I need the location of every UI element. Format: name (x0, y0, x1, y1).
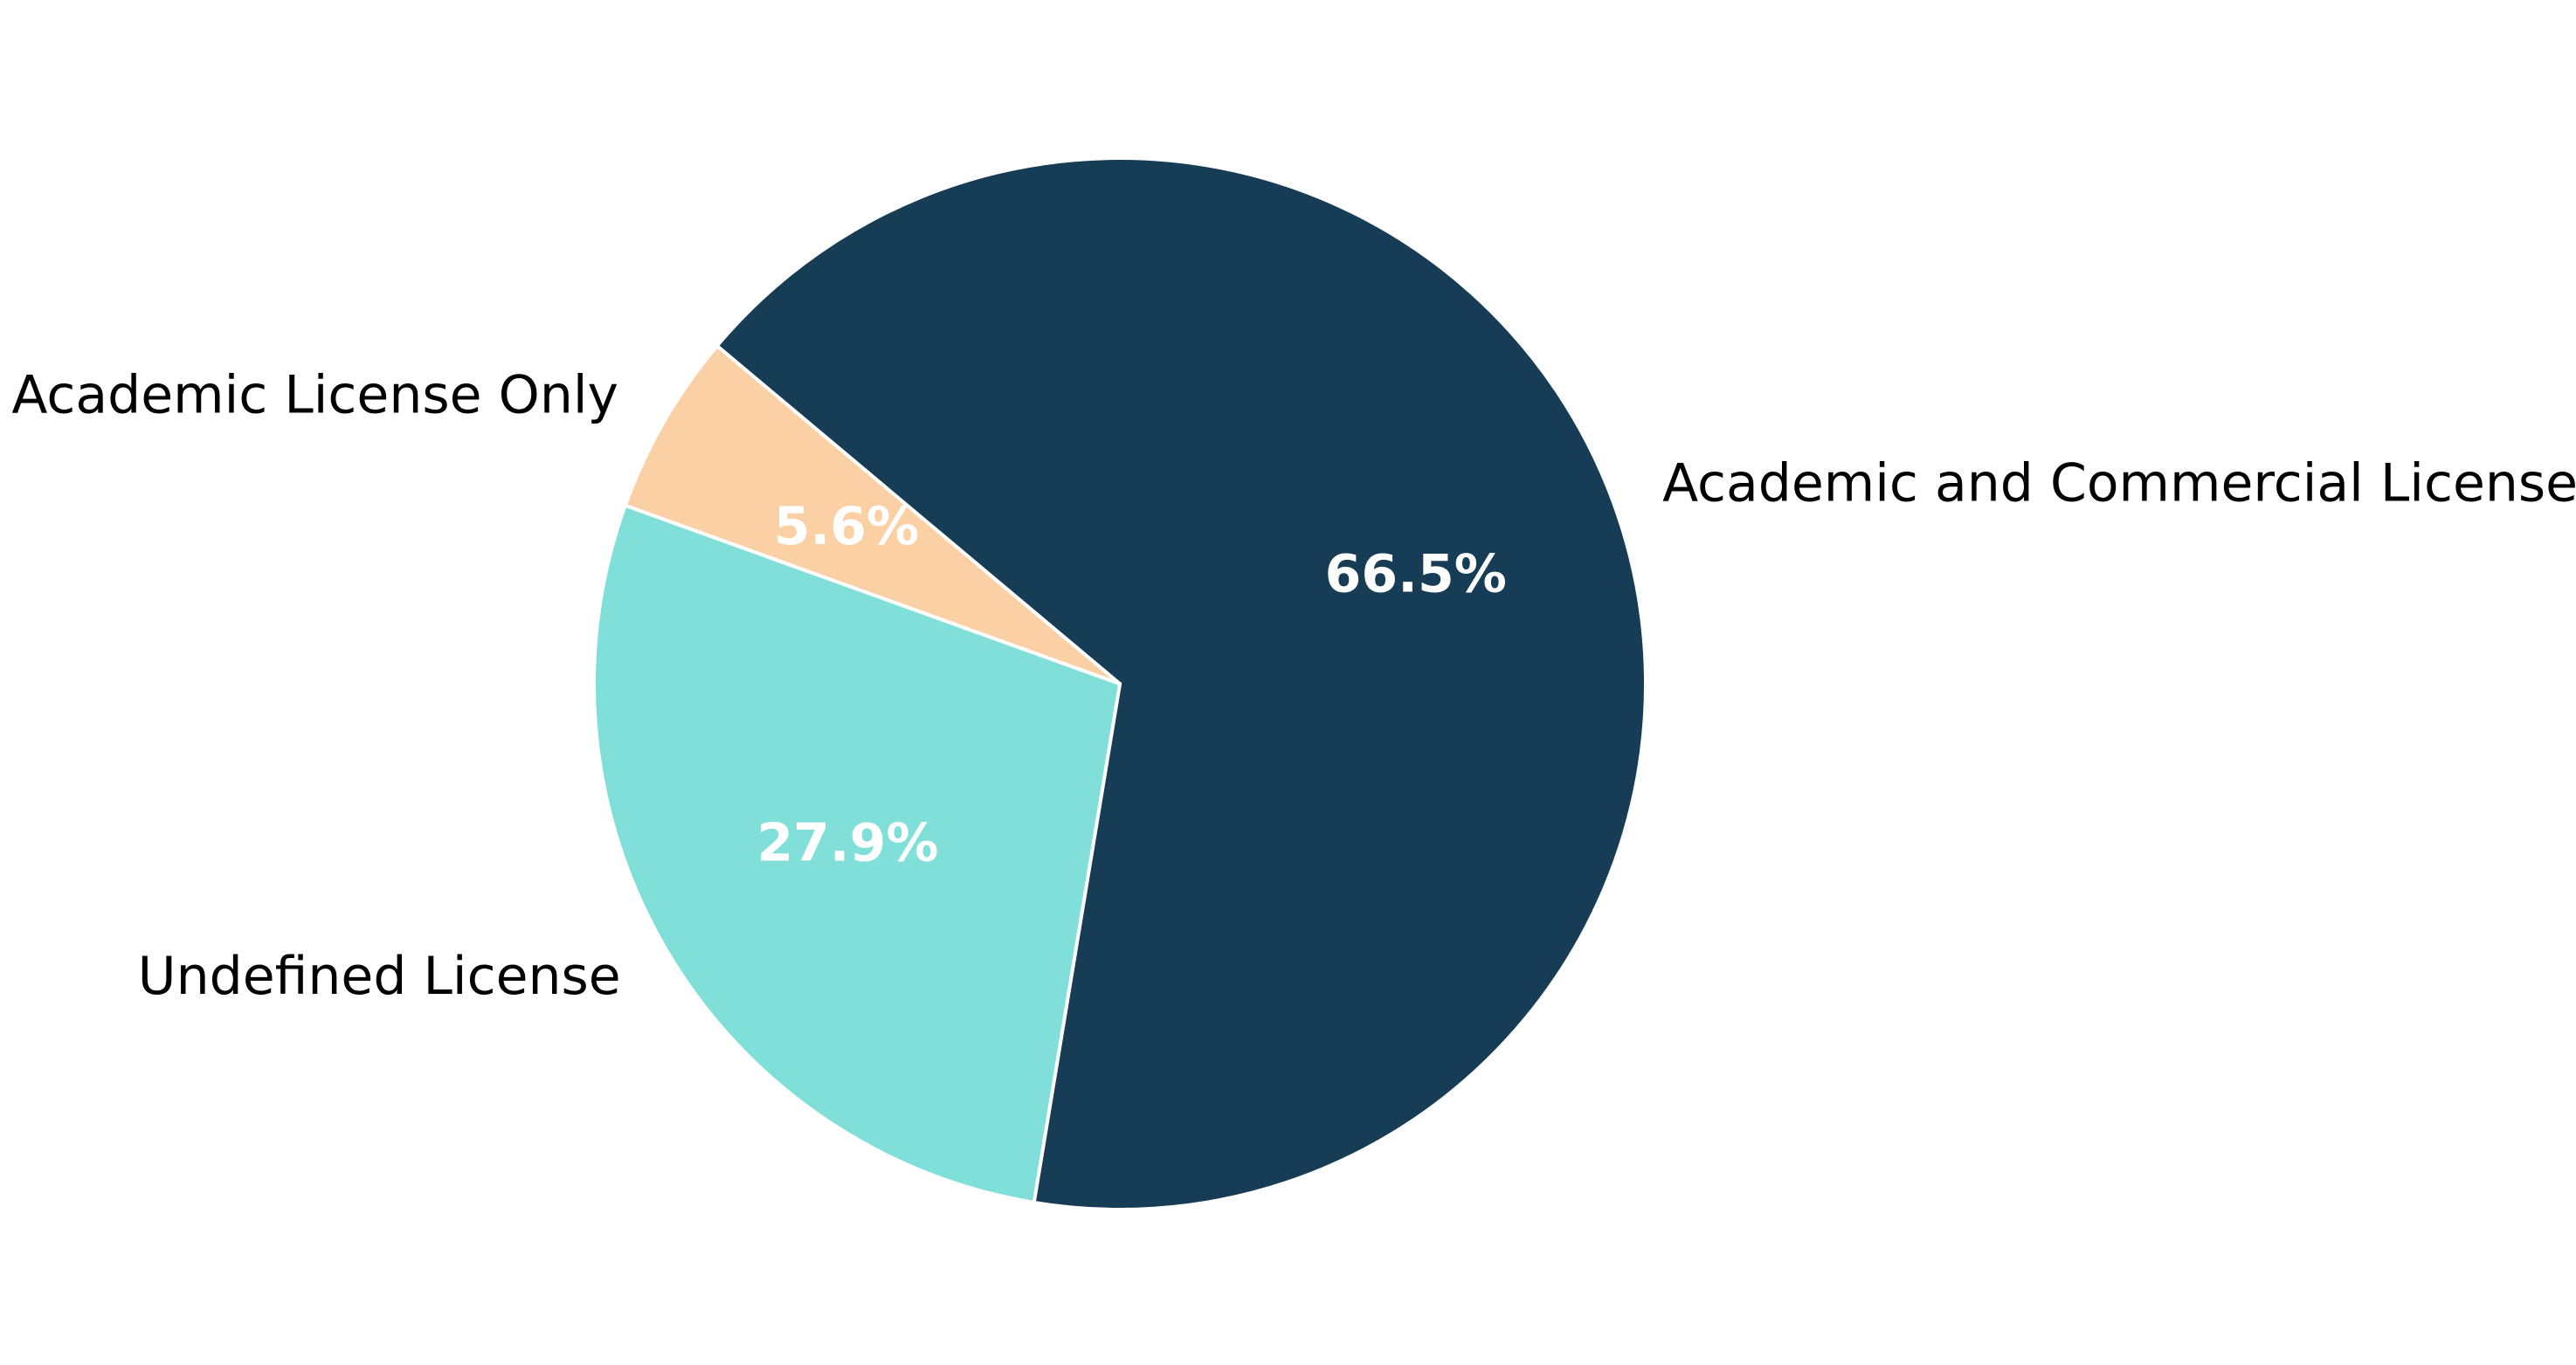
pie-slice-1 (715, 156, 1647, 1211)
slice-percentage-label: 66.5% (1325, 544, 1507, 605)
slice-percentage-label: 27.9% (756, 813, 938, 874)
category-labels: Academic and Commercial License Undefined… (11, 365, 2576, 1007)
pie-slice-3 (623, 343, 1122, 686)
pie-slice-2 (592, 503, 1122, 1205)
pie-slices (592, 156, 1647, 1211)
slice-category-label: Undefined License (138, 946, 621, 1007)
slice-category-label: Academic License Only (11, 365, 618, 426)
percentage-labels: 66.5% 27.9% 5.6% (756, 496, 1507, 874)
slice-category-label: Academic and Commercial License (1662, 452, 2576, 514)
slice-percentage-label: 5.6% (774, 496, 919, 557)
